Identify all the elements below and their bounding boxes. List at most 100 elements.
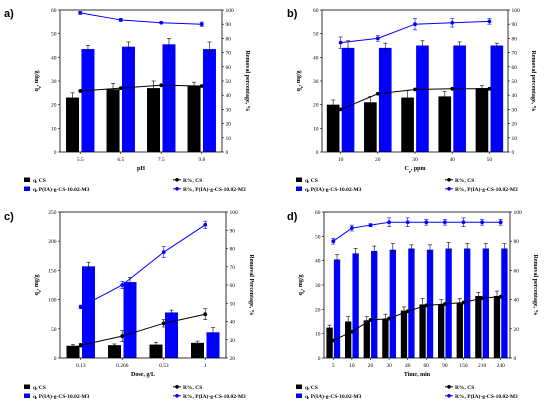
bar-cs — [191, 342, 205, 358]
legend-swatch-marker — [175, 178, 179, 182]
x-tick-label: 0.53 — [159, 363, 169, 369]
series-marker — [387, 220, 391, 225]
series-marker — [338, 40, 343, 45]
y-right-tick-label: 20 — [514, 327, 520, 333]
series-marker — [461, 220, 466, 225]
legend-label: R%, CS — [455, 385, 474, 391]
legend-swatch-bar — [296, 393, 302, 398]
legend-swatch-marker — [175, 385, 179, 389]
y-tick-label: 10 — [51, 126, 57, 132]
chart-panel-3: c) 0 50 100 150 200 250 20 30 40 50 60 70 80 90 100 0.13… — [4, 210, 254, 400]
x-tick-label: 5.5 — [77, 157, 84, 163]
y-right-tick-label: 40 — [512, 93, 518, 99]
y-right-tick-label: 10 — [512, 136, 518, 142]
y-tick-label: 60 — [51, 8, 57, 14]
y-axis-title: qe, mg/g — [298, 274, 306, 295]
x-tick-label: 150 — [459, 363, 468, 369]
y-right-tick-label: 30 — [230, 338, 236, 344]
legend-swatch-bar — [296, 186, 302, 191]
x-tick-label: 60 — [424, 363, 430, 369]
series-marker — [161, 250, 166, 255]
series-line — [333, 221, 501, 242]
bar-grafted — [482, 248, 489, 358]
x-tick-label: 240 — [497, 363, 506, 369]
bar-grafted — [378, 47, 392, 152]
bar-cs — [108, 345, 122, 358]
y-right-tick-label: 100 — [512, 8, 521, 14]
y-right-tick-label: 30 — [226, 107, 232, 113]
plot-frame — [323, 211, 511, 359]
y-tick-label: 30 — [315, 283, 321, 289]
bar-grafted — [389, 249, 396, 358]
y-axis-title: qe, mg/g — [34, 70, 42, 91]
legend-swatch-bar — [296, 177, 302, 182]
bar-cs — [401, 97, 414, 152]
series-marker — [461, 300, 466, 305]
plot-frame — [59, 9, 223, 153]
y-right-tick-label: 100 — [514, 210, 523, 216]
series-line — [340, 88, 490, 110]
bar-cs — [419, 304, 426, 358]
bar-grafted — [464, 248, 471, 358]
x-axis-title: Ce, ppm — [404, 166, 425, 174]
y-tick-label: 40 — [313, 55, 319, 61]
series-marker — [118, 86, 123, 90]
y-right-tick-label: 50 — [512, 79, 518, 85]
legend-swatch-bar — [24, 393, 30, 398]
y-right-tick-label: 20 — [230, 356, 236, 362]
x-tick-label: 1 — [204, 363, 207, 369]
bar-grafted — [162, 44, 176, 152]
bar-cs — [326, 327, 333, 358]
legend-swatch-marker — [447, 178, 451, 182]
y-tick-label: 250 — [48, 210, 57, 216]
y-tick-label: 20 — [51, 103, 57, 109]
bar-cs — [438, 96, 452, 152]
y-axis-title: qe, mg/g — [296, 70, 304, 91]
y-right-tick-label: 20 — [226, 122, 232, 128]
bar-cs — [147, 88, 161, 152]
legend-swatch-bar — [24, 177, 30, 182]
bar-cs — [475, 88, 489, 152]
series-marker — [480, 220, 484, 225]
legend-swatch-bar — [296, 384, 302, 389]
y-tick-label: 10 — [313, 126, 319, 132]
y-right-tick-label: 80 — [226, 36, 232, 42]
y-right-tick-label: 100 — [230, 210, 239, 216]
legend-swatch-marker — [447, 394, 451, 398]
x-tick-label: 30 — [386, 363, 392, 369]
bar-grafted — [453, 45, 466, 152]
x-tick-label: 210 — [478, 363, 487, 369]
y-tick-label: 0 — [318, 356, 321, 362]
legend-swatch-marker — [447, 385, 451, 389]
x-axis-title: pH — [137, 166, 145, 172]
y-right-tick-label: 40 — [514, 298, 520, 304]
bar-cs — [363, 320, 370, 358]
series-marker — [350, 329, 354, 334]
series-marker — [120, 334, 125, 338]
series-marker — [161, 321, 166, 326]
bar-grafted — [426, 249, 434, 358]
legend-label: q, CS — [33, 385, 46, 391]
bar-cs — [66, 97, 80, 152]
y-tick-label: 20 — [315, 307, 321, 313]
y-axis-title: qe, mg/g — [34, 274, 42, 295]
y-right-tick-label: 0 — [226, 150, 229, 156]
bar-grafted — [408, 248, 415, 358]
legend-swatch-marker — [175, 187, 179, 191]
chart-panel-1: a) 0 10 20 30 40 50 60 0 10 20 30 40 50 60 70 80 90 100 5.5… — [4, 8, 250, 193]
x-tick-label: 10 — [338, 157, 344, 163]
bar-cs — [66, 345, 80, 358]
x-tick-label: 7.5 — [158, 157, 165, 163]
bar-grafted — [352, 253, 359, 358]
series-marker — [498, 294, 503, 299]
x-tick-label: 5 — [332, 363, 335, 369]
legend-label: q, P(IA)-g-CS-10.02-M3 — [305, 186, 362, 193]
chart-panel-4: d) 0 10 20 30 40 50 60 0 20 40 60 80 100 5 10 20 30 40 60 90… — [287, 210, 538, 400]
y-tick-label: 60 — [313, 8, 319, 14]
series-marker — [159, 20, 164, 25]
legend-label: R%, P(IA)-g-CS-10.02-M3 — [455, 393, 518, 400]
y-tick-label: 40 — [51, 55, 57, 61]
y-right-axis-title: Removal Percentage, % — [248, 254, 254, 315]
bar-grafted — [416, 45, 429, 152]
series-marker — [120, 283, 125, 287]
